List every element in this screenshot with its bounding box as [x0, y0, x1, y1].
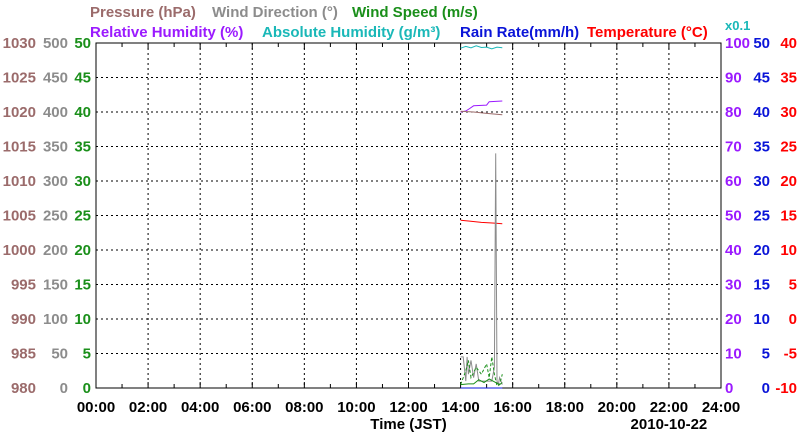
- wind_speed-tick-label: 15: [74, 277, 91, 294]
- rain-tick-label: 15: [753, 277, 770, 294]
- wind_direction-tick-label: 300: [43, 173, 68, 190]
- scale-note: x0.1: [725, 18, 750, 33]
- x-tick-label: 18:00: [546, 399, 584, 416]
- temperature-tick-label: -10: [775, 380, 797, 397]
- rain-tick-label: 25: [753, 208, 770, 225]
- x-tick-label: 14:00: [441, 399, 479, 416]
- rain-tick-label: 30: [753, 173, 770, 190]
- humidity-tick-label: 50: [725, 208, 742, 225]
- x-tick-label: 06:00: [233, 399, 271, 416]
- pressure-tick-label: 1010: [3, 173, 36, 190]
- pressure-tick-label: 1025: [3, 70, 36, 87]
- pressure-tick-label: 1030: [3, 35, 36, 52]
- pressure-tick-label: 1020: [3, 104, 36, 121]
- humidity-tick-label: 30: [725, 277, 742, 294]
- legend-rain: Rain Rate(mm/h): [460, 24, 579, 41]
- series-wind-speed: [460, 378, 503, 386]
- temperature-tick-label: 5: [789, 277, 797, 294]
- wind_speed-tick-label: 20: [74, 242, 91, 259]
- humidity-tick-label: 0: [725, 380, 733, 397]
- series-wind-direction: [460, 153, 503, 387]
- temperature-tick-label: 40: [780, 35, 797, 52]
- temperature-tick-label: 35: [780, 70, 797, 87]
- pressure-tick-label: 1005: [3, 208, 36, 225]
- temperature-tick-label: 30: [780, 104, 797, 121]
- wind_direction-tick-label: 100: [43, 311, 68, 328]
- wind_speed-tick-label: 25: [74, 208, 91, 225]
- wind_direction-tick-label: 150: [43, 277, 68, 294]
- rain-tick-label: 0: [762, 380, 770, 397]
- wind_direction-tick-label: 250: [43, 208, 68, 225]
- wind_direction-tick-label: 500: [43, 35, 68, 52]
- wind_direction-tick-label: 200: [43, 242, 68, 259]
- humidity-tick-label: 90: [725, 70, 742, 87]
- series-wind-speed-gust-: [460, 356, 503, 387]
- temperature-tick-label: -5: [784, 346, 797, 363]
- x-axis-label: Time (JST): [370, 416, 446, 433]
- humidity-tick-label: 20: [725, 311, 742, 328]
- wind_direction-tick-label: 400: [43, 104, 68, 121]
- humidity-tick-label: 40: [725, 242, 742, 259]
- temperature-tick-label: 0: [789, 311, 797, 328]
- legend-wind: Wind Direction (°): [212, 4, 338, 21]
- rain-tick-label: 45: [753, 70, 770, 87]
- wind_speed-tick-label: 40: [74, 104, 91, 121]
- humidity-tick-label: 10: [725, 346, 742, 363]
- rain-tick-label: 40: [753, 104, 770, 121]
- x-tick-label: 20:00: [598, 399, 636, 416]
- temperature-tick-label: 20: [780, 173, 797, 190]
- wind_direction-tick-label: 0: [60, 380, 68, 397]
- series-relative-humidity: [460, 100, 503, 113]
- series-absolute-humidity: [460, 45, 503, 50]
- humidity-tick-label: 80: [725, 104, 742, 121]
- temperature-tick-label: 15: [780, 208, 797, 225]
- date-label: 2010-10-22: [631, 416, 708, 433]
- temperature-tick-label: 25: [780, 139, 797, 156]
- rain-tick-label: 35: [753, 139, 770, 156]
- x-tick-label: 10:00: [337, 399, 375, 416]
- pressure-tick-label: 985: [11, 346, 36, 363]
- pressure-tick-label: 990: [11, 311, 36, 328]
- series-temperature: [460, 219, 503, 225]
- pressure-tick-label: 1000: [3, 242, 36, 259]
- x-tick-label: 16:00: [493, 399, 531, 416]
- x-tick-label: 04:00: [181, 399, 219, 416]
- wind_speed-tick-label: 45: [74, 70, 91, 87]
- rain-tick-label: 20: [753, 242, 770, 259]
- wind_speed-tick-label: 5: [83, 346, 91, 363]
- humidity-tick-label: 60: [725, 173, 742, 190]
- rain-tick-label: 5: [762, 346, 770, 363]
- x-tick-label: 12:00: [389, 399, 427, 416]
- pressure-tick-label: 995: [11, 277, 36, 294]
- rain-tick-label: 10: [753, 311, 770, 328]
- wind_speed-tick-label: 0: [83, 380, 91, 397]
- legend-relative: Relative Humidity (%): [90, 24, 243, 41]
- temperature-tick-label: 10: [780, 242, 797, 259]
- wind_speed-tick-label: 50: [74, 35, 91, 52]
- wind_direction-tick-label: 50: [51, 346, 68, 363]
- pressure-tick-label: 980: [11, 380, 36, 397]
- wind_speed-tick-label: 10: [74, 311, 91, 328]
- series-pressure: [460, 110, 503, 116]
- legend-temperature: Temperature (°C): [587, 24, 708, 41]
- x-tick-label: 24:00: [702, 399, 740, 416]
- wind_speed-tick-label: 35: [74, 139, 91, 156]
- legend-absolute: Absolute Humidity (g/m³): [262, 24, 440, 41]
- legend-wind: Wind Speed (m/s): [352, 4, 478, 21]
- wind_direction-tick-label: 450: [43, 70, 68, 87]
- humidity-tick-label: 70: [725, 139, 742, 156]
- x-tick-label: 22:00: [650, 399, 688, 416]
- wind_direction-tick-label: 350: [43, 139, 68, 156]
- x-tick-label: 08:00: [285, 399, 323, 416]
- x-tick-label: 00:00: [77, 399, 115, 416]
- humidity-tick-label: 100: [725, 35, 750, 52]
- x-tick-label: 02:00: [129, 399, 167, 416]
- legend-pressure: Pressure (hPa): [90, 4, 196, 21]
- wind_speed-tick-label: 30: [74, 173, 91, 190]
- rain-tick-label: 50: [753, 35, 770, 52]
- pressure-tick-label: 1015: [3, 139, 36, 156]
